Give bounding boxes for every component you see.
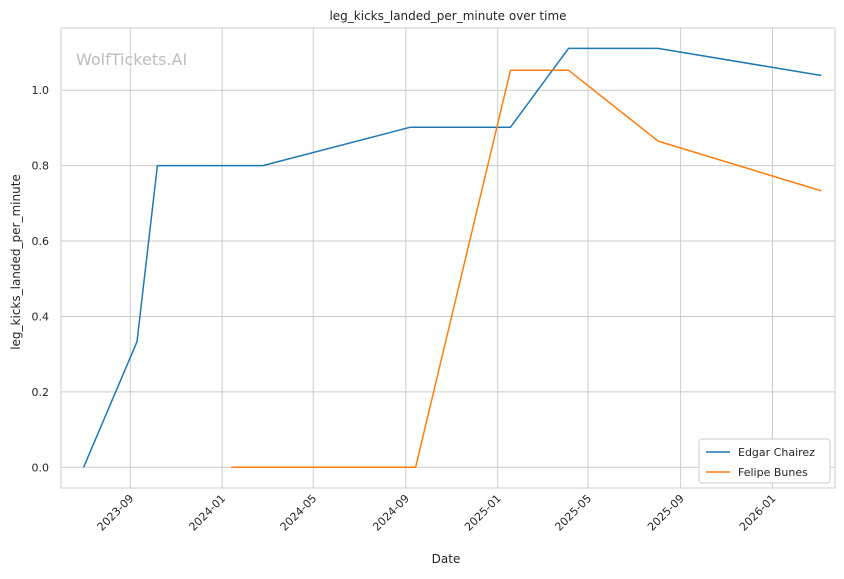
plot-frame	[60, 27, 836, 489]
chart-title: leg_kicks_landed_per_minute over time	[329, 9, 566, 23]
series-line-felipe-bunes	[231, 69, 822, 469]
y-tick-label: 1.0	[32, 84, 50, 97]
legend-box	[698, 438, 831, 484]
y-tick-label: 0.0	[32, 461, 50, 474]
y-tick-labels: 0.0 0.2 0.4 0.6 0.8 1.0	[32, 84, 50, 474]
grid	[61, 28, 835, 488]
y-tick-label: 0.8	[32, 160, 50, 173]
series-lines	[82, 47, 822, 469]
y-tick-label: 0.4	[32, 310, 50, 323]
legend-label-felipe-bunes: Felipe Bunes	[738, 466, 808, 479]
y-tick-label: 0.2	[32, 386, 50, 399]
legend-label-edgar-chairez: Edgar Chairez	[738, 446, 815, 459]
y-axis-label: leg_kicks_landed_per_minute	[9, 174, 23, 350]
watermark: WolfTickets.AI	[76, 50, 187, 69]
legend: Edgar Chairez Felipe Bunes	[698, 438, 831, 484]
x-axis-label: Date	[432, 552, 461, 566]
y-tick-label: 0.6	[32, 235, 50, 248]
series-line-edgar-chairez	[82, 47, 822, 468]
